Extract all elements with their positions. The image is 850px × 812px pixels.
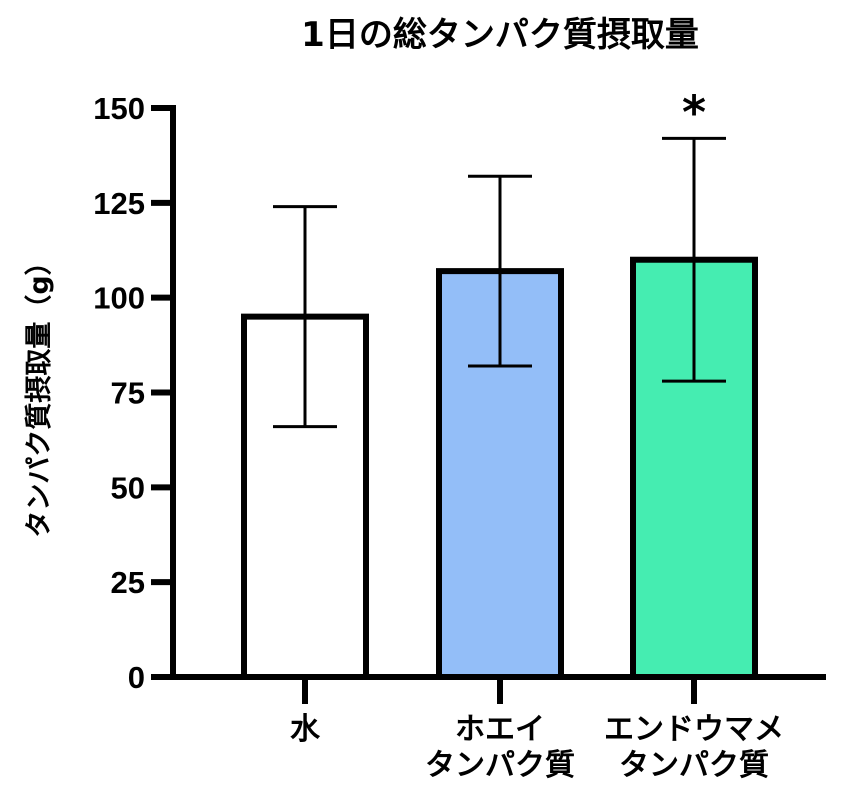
y-tick-label-4: 100 xyxy=(93,281,145,316)
y-tick-label-6: 150 xyxy=(93,91,145,126)
y-tick-label-1: 25 xyxy=(111,565,145,600)
x-tick-label-0-0: 水 xyxy=(290,712,321,747)
chart-title: 1日の総タンパク質摂取量 xyxy=(301,15,699,55)
y-tick-label-5: 125 xyxy=(93,186,145,221)
y-tick-label-3: 75 xyxy=(111,376,145,411)
x-tick-label-1-0: ホエイ xyxy=(455,712,545,747)
significance-marker-2: * xyxy=(682,85,706,139)
x-tick-label-1-1: タンパク質 xyxy=(425,748,575,783)
axes-layer xyxy=(151,105,826,704)
x-tick-label-2-1: タンパク質 xyxy=(619,748,769,783)
y-axis-label: タンパク質摂取量（g） xyxy=(24,248,55,537)
y-tick-label-0: 0 xyxy=(128,660,145,695)
error-bars-layer xyxy=(273,136,726,429)
y-tick-label-2: 50 xyxy=(111,470,145,505)
x-tick-label-2-0: エンドウマメ xyxy=(604,712,784,747)
